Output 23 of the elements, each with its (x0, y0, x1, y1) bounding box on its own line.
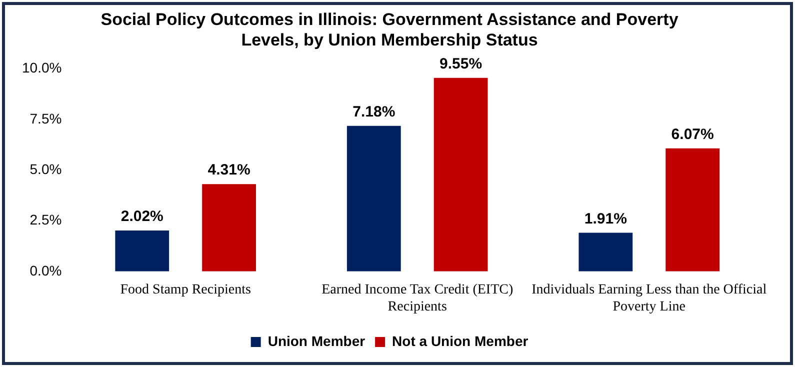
legend-label: Union Member (268, 332, 366, 349)
x-tick-label: Earned Income Tax Credit (EITC) Recipients (322, 282, 514, 314)
data-label: 1.91% (584, 210, 627, 228)
bar (346, 126, 401, 272)
data-label: 6.07% (671, 126, 714, 144)
y-tick-label: 5.0% (30, 160, 62, 177)
bar (202, 184, 256, 272)
bar (434, 78, 488, 272)
bar (666, 148, 720, 272)
bar (578, 232, 633, 272)
y-tick-label: 10.0% (22, 60, 62, 76)
bar (115, 230, 170, 272)
y-tick-label: 0.0% (30, 262, 62, 278)
data-label: 7.18% (352, 104, 396, 121)
y-tick-label: 7.5% (30, 110, 62, 126)
y-tick-label: 2.5% (30, 212, 62, 228)
legend-label: Not a Union Member (392, 332, 529, 349)
data-label: 2.02% (120, 208, 164, 226)
chart-title: Social Policy Outcomes in Illinois: Government Assistance and Poverty Levels, by Union Membership Status (100, 10, 679, 50)
data-label: 9.55% (440, 56, 482, 73)
data-label: 4.31% (208, 162, 250, 179)
x-tick-label: Food Stamp Recipients (120, 282, 251, 298)
x-tick-label: Individuals Earning Less than the Official Poverty Line (532, 282, 767, 314)
